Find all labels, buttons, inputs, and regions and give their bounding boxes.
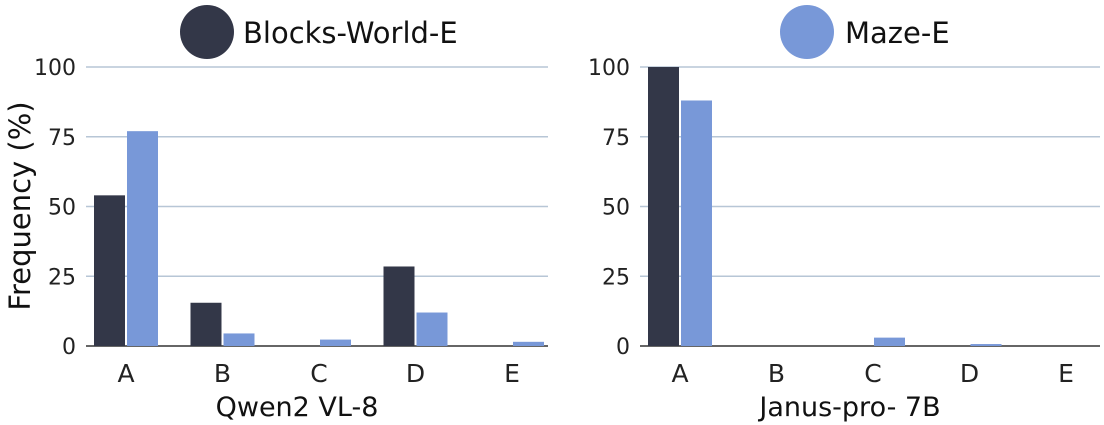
bar-qwen2-maze-d <box>416 312 448 346</box>
x-tick-label: E <box>504 359 520 388</box>
bar-qwen2-maze-c <box>320 339 351 346</box>
x-tick-label: E <box>1058 359 1074 388</box>
y-tick-label: 75 <box>602 126 630 151</box>
bar-qwen2-blocks-world-a <box>94 195 125 346</box>
bar-qwen2-maze-b <box>223 333 255 346</box>
bar-qwen2-blocks-world-d <box>383 266 415 346</box>
y-tick-label: 25 <box>602 265 630 290</box>
x-tick-label: A <box>117 359 134 388</box>
bar-qwen2-blocks-world-b <box>190 302 222 346</box>
y-tick-label: 100 <box>588 56 630 81</box>
legend-swatch-blocks-world <box>180 5 234 59</box>
x-tick-label: B <box>768 359 785 388</box>
y-axis-title: Frequency (%) <box>3 101 37 310</box>
x-tick-label: D <box>406 359 425 388</box>
y-tick-label: 0 <box>616 335 630 360</box>
chart-panel-janus: 0 25 50 75 100 A B C D E Janus-pro- 7B <box>588 56 1100 423</box>
x-axis-title: Janus-pro- 7B <box>757 392 940 423</box>
y-tick-label: 50 <box>602 196 630 221</box>
y-tick-label: 25 <box>48 265 76 290</box>
bar-janus-blocks-world-a <box>648 67 679 346</box>
y-tick-label: 50 <box>48 196 76 221</box>
legend-label-maze: Maze-E <box>845 16 950 50</box>
bar-janus-maze-d <box>970 344 1002 346</box>
y-tick-label: 100 <box>34 56 76 81</box>
x-tick-label: D <box>960 359 979 388</box>
y-tick-label: 0 <box>62 335 76 360</box>
bar-qwen2-maze-e <box>513 341 544 346</box>
x-tick-label: B <box>214 359 231 388</box>
bar-janus-maze-a <box>681 100 712 346</box>
x-tick-label: C <box>864 359 881 388</box>
bar-janus-maze-c <box>874 337 905 346</box>
x-axis-title: Qwen2 VL-8 <box>216 392 379 423</box>
legend-label-blocks-world: Blocks-World-E <box>243 16 458 50</box>
chart-panel-qwen2: 0 25 50 75 100 A B C D E Qwen2 VL-8 <box>34 56 548 423</box>
legend-swatch-maze <box>780 5 834 59</box>
bar-qwen2-maze-a <box>127 131 158 346</box>
x-tick-label: C <box>310 359 327 388</box>
x-tick-label: A <box>671 359 688 388</box>
legend: Blocks-World-E Maze-E <box>180 5 950 59</box>
y-tick-label: 75 <box>48 126 76 151</box>
